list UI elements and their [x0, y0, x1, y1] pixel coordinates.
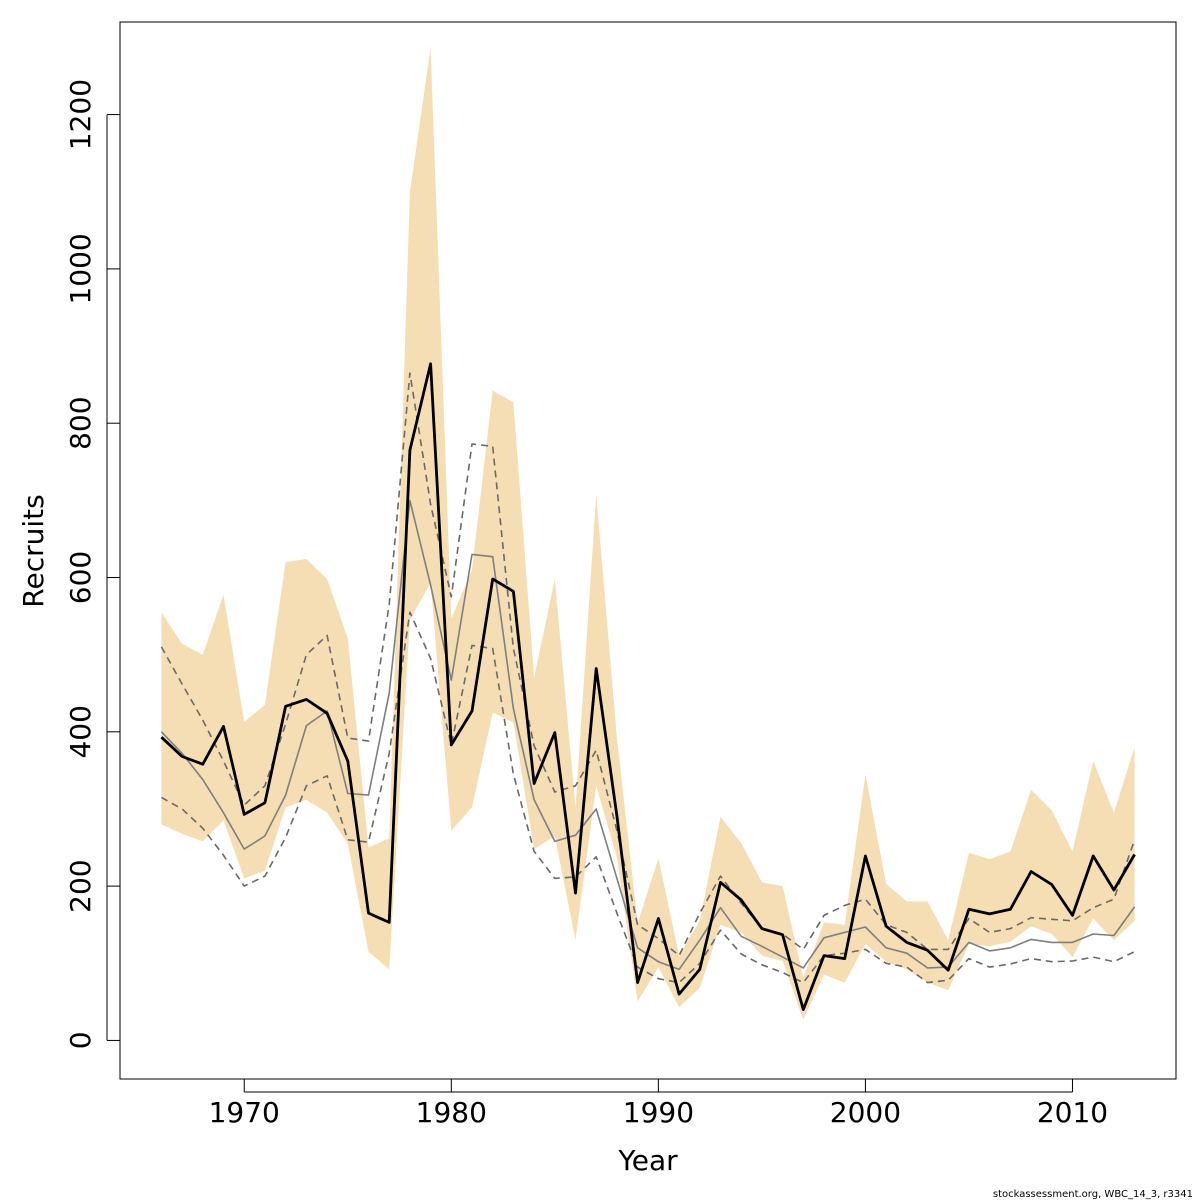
series-line-thick-black: [160, 362, 1136, 1011]
x-axis-title: Year: [617, 1144, 678, 1177]
x-tick-label: 1970: [209, 1096, 280, 1129]
footer-credit: stockassessment.org, WBC_14_3, r3341: [993, 1189, 1193, 1200]
x-tick-label: 2010: [1037, 1096, 1108, 1129]
x-tick-label: 1980: [416, 1096, 487, 1129]
y-tick-label: 200: [64, 859, 97, 912]
confidence-band: [161, 47, 1135, 1020]
y-axis: 0 200 400 600 800 1000 1200: [64, 79, 120, 1049]
y-tick-label: 0: [64, 1031, 97, 1049]
x-tick-label: 2000: [830, 1096, 901, 1129]
plot-frame: [119, 21, 1177, 1080]
y-tick-label: 600: [64, 551, 97, 604]
y-tick-label: 400: [64, 705, 97, 758]
y-tick-label: 1000: [64, 233, 97, 304]
y-axis-title: Recruits: [17, 494, 50, 607]
y-tick-label: 1200: [64, 79, 97, 150]
y-tick-label: 800: [64, 396, 97, 449]
series-layer: [160, 362, 1136, 1011]
x-axis: 1970 1980 1990 2000 2010: [209, 1079, 1108, 1129]
confidence-band-layer: [161, 47, 1135, 1020]
series-line-dashed-gray-lower: [161, 611, 1135, 984]
x-tick-label: 1990: [623, 1096, 694, 1129]
